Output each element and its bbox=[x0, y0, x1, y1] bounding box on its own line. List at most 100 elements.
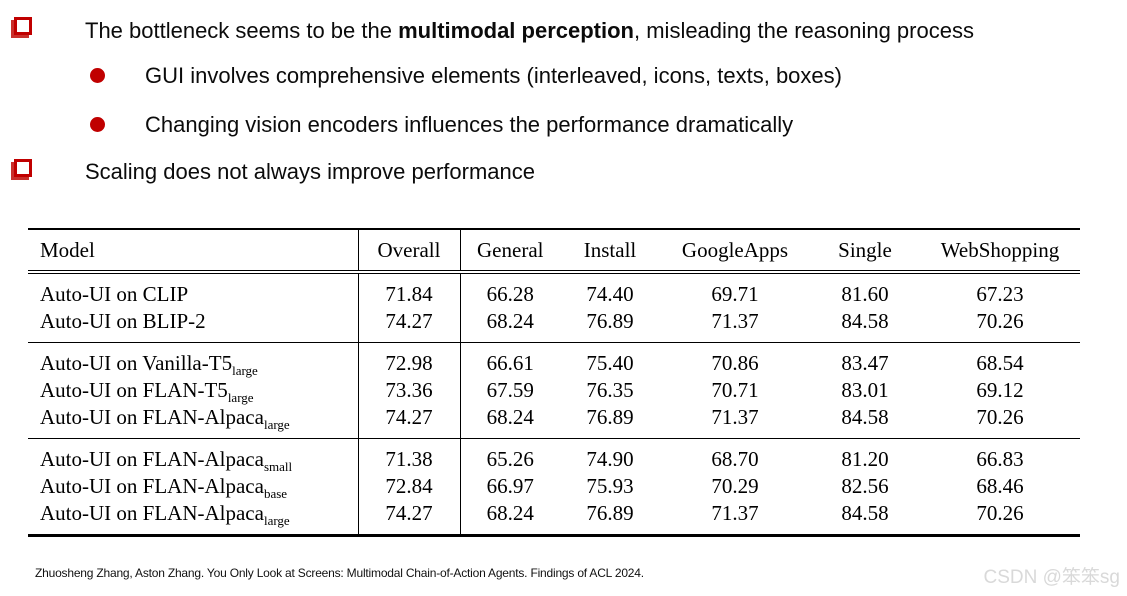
table-row: Auto-UI on FLAN-Alpacasmall 71.38 65.26 … bbox=[28, 438, 1080, 475]
table-row: Auto-UI on BLIP-2 74.27 68.24 76.89 71.3… bbox=[28, 308, 1080, 343]
cell-value: 84.58 bbox=[841, 501, 889, 525]
cell-value: 75.40 bbox=[560, 342, 660, 377]
cell-value: 66.97 bbox=[486, 474, 534, 498]
cell-value: 72.98 bbox=[358, 342, 461, 377]
sub-bullet-gui: GUI involves comprehensive elements (int… bbox=[145, 63, 842, 88]
cell-value: 65.26 bbox=[460, 438, 560, 473]
cell-value: 84.58 bbox=[841, 405, 889, 429]
cell-value: 68.24 bbox=[486, 309, 534, 333]
watermark-text: CSDN @笨笨sg bbox=[983, 567, 1120, 588]
table-row: Auto-UI on CLIP 71.84 66.28 74.40 69.71 … bbox=[28, 272, 1080, 308]
cell-value: 68.46 bbox=[976, 474, 1024, 498]
cell-value: 71.37 bbox=[711, 405, 759, 429]
cell-value: 68.54 bbox=[920, 342, 1080, 377]
table-row: Auto-UI on FLAN-Alpacalarge 74.27 68.24 … bbox=[28, 500, 1080, 536]
model-subscript: base bbox=[263, 486, 288, 502]
cell-value: 71.84 bbox=[358, 272, 461, 308]
model-subscript: small bbox=[263, 459, 293, 475]
circle-bullet-icon bbox=[90, 117, 105, 132]
cell-value: 81.60 bbox=[841, 282, 889, 306]
cell-value: 66.28 bbox=[486, 282, 534, 306]
model-base: Auto-UI on Vanilla-T5 bbox=[40, 351, 233, 375]
cell-value: 70.26 bbox=[976, 405, 1024, 429]
model-subscript: large bbox=[263, 417, 290, 433]
model-base: Auto-UI on CLIP bbox=[40, 282, 189, 306]
col-header-single: Single bbox=[810, 229, 920, 274]
sub-bullet-encoders: Changing vision encoders influences the … bbox=[145, 112, 794, 137]
model-name: Auto-UI on FLAN-Alpacasmall bbox=[28, 438, 359, 475]
model-name: Auto-UI on CLIP bbox=[28, 272, 359, 308]
model-base: Auto-UI on FLAN-Alpaca bbox=[40, 405, 264, 429]
col-header-install: Install bbox=[560, 229, 660, 274]
table-section-model-sizes: Auto-UI on FLAN-Alpacasmall 71.38 65.26 … bbox=[28, 438, 1080, 536]
cell-value: 70.26 bbox=[976, 309, 1024, 333]
cell-value: 76.89 bbox=[586, 501, 634, 525]
cell-value: 67.23 bbox=[976, 282, 1024, 306]
table-section-encoders: Auto-UI on CLIP 71.84 66.28 74.40 69.71 … bbox=[28, 272, 1080, 343]
table-row: Auto-UI on FLAN-Alpacabase 72.84 66.97 7… bbox=[28, 473, 1080, 500]
model-name: Auto-UI on Vanilla-T5large bbox=[28, 342, 359, 379]
cell-value: 70.29 bbox=[711, 474, 759, 498]
cell-value: 74.27 bbox=[358, 308, 461, 343]
cell-value: 74.27 bbox=[358, 500, 461, 536]
model-base: Auto-UI on FLAN-T5 bbox=[40, 378, 228, 402]
cell-value: 84.58 bbox=[841, 309, 889, 333]
model-name: Auto-UI on BLIP-2 bbox=[28, 308, 359, 343]
model-subscript: large bbox=[227, 390, 254, 406]
model-name: Auto-UI on FLAN-Alpacabase bbox=[28, 473, 359, 502]
table-row: Auto-UI on FLAN-T5large 73.36 67.59 76.3… bbox=[28, 377, 1080, 404]
model-base: Auto-UI on FLAN-Alpaca bbox=[40, 474, 264, 498]
cell-value: 71.37 bbox=[711, 309, 759, 333]
model-name: Auto-UI on FLAN-Alpacalarge bbox=[28, 500, 359, 536]
cell-value: 76.89 bbox=[586, 405, 634, 429]
col-header-overall: Overall bbox=[358, 229, 461, 274]
cell-value: 68.70 bbox=[660, 438, 810, 473]
cell-value: 83.47 bbox=[810, 342, 920, 377]
cell-value: 68.24 bbox=[486, 501, 534, 525]
cell-value: 74.40 bbox=[586, 282, 634, 306]
cell-value: 70.86 bbox=[660, 342, 810, 377]
citation-text: Zhuosheng Zhang, Aston Zhang. You Only L… bbox=[35, 566, 644, 580]
square-bullet-icon bbox=[14, 17, 32, 35]
model-base: Auto-UI on FLAN-Alpaca bbox=[40, 447, 264, 471]
model-base: Auto-UI on BLIP-2 bbox=[40, 309, 206, 333]
cell-value: 66.61 bbox=[460, 342, 560, 377]
table-header-row: Model Overall General Install GoogleApps… bbox=[28, 229, 1080, 274]
cell-value: 72.84 bbox=[358, 473, 461, 500]
cell-value: 75.93 bbox=[586, 474, 634, 498]
cell-value: 69.71 bbox=[711, 282, 759, 306]
cell-value: 81.20 bbox=[810, 438, 920, 473]
table-header: Model Overall General Install GoogleApps… bbox=[28, 229, 1080, 274]
col-header-general: General bbox=[460, 229, 560, 274]
table-row: Auto-UI on FLAN-Alpacalarge 74.27 68.24 … bbox=[28, 404, 1080, 439]
table-row: Auto-UI on Vanilla-T5large 72.98 66.61 7… bbox=[28, 342, 1080, 379]
cell-value: 73.36 bbox=[358, 377, 461, 404]
model-subscript: large bbox=[232, 363, 258, 379]
cell-value: 74.27 bbox=[358, 404, 461, 439]
table-section-llm-variants: Auto-UI on Vanilla-T5large 72.98 66.61 7… bbox=[28, 342, 1080, 439]
cell-value: 67.59 bbox=[486, 378, 534, 402]
col-header-model: Model bbox=[28, 229, 359, 274]
bullet-text-bold: multimodal perception bbox=[398, 18, 634, 43]
model-name: Auto-UI on FLAN-Alpacalarge bbox=[28, 404, 359, 439]
cell-value: 83.01 bbox=[841, 378, 889, 402]
cell-value: 82.56 bbox=[841, 474, 889, 498]
cell-value: 70.26 bbox=[976, 501, 1024, 525]
model-base: Auto-UI on FLAN-Alpaca bbox=[40, 501, 264, 525]
model-subscript: large bbox=[263, 513, 290, 529]
cell-value: 74.90 bbox=[560, 438, 660, 473]
cell-value: 69.12 bbox=[976, 378, 1024, 402]
model-name: Auto-UI on FLAN-T5large bbox=[28, 377, 359, 406]
bullet-text-suffix: , misleading the reasoning process bbox=[634, 18, 974, 43]
bullet-scaling: Scaling does not always improve performa… bbox=[85, 159, 536, 184]
cell-value: 76.35 bbox=[586, 378, 634, 402]
square-bullet-icon bbox=[14, 159, 32, 177]
cell-value: 71.38 bbox=[358, 438, 461, 473]
col-header-webshopping: WebShopping bbox=[920, 229, 1080, 274]
cell-value: 71.37 bbox=[711, 501, 759, 525]
cell-value: 68.24 bbox=[486, 405, 534, 429]
col-header-googleapps: GoogleApps bbox=[660, 229, 810, 274]
cell-value: 76.89 bbox=[586, 309, 634, 333]
bullet-bottleneck: The bottleneck seems to be the multimoda… bbox=[85, 18, 974, 44]
